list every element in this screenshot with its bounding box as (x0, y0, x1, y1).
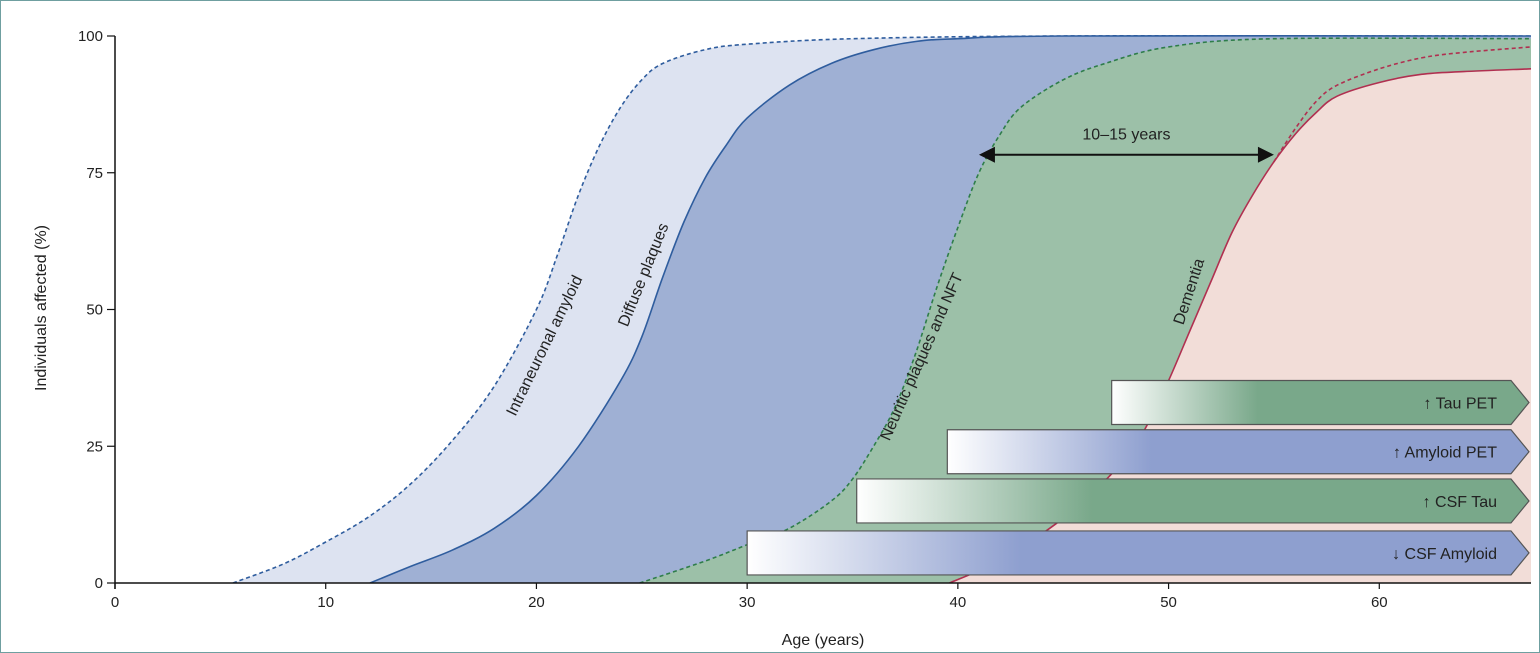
x-tick-label: 50 (1160, 594, 1177, 611)
x-tick-label: 30 (739, 594, 756, 611)
biomarker-arrows: ↑ Tau PET ↑ Amyloid PET ↑ CSF Tau ↓ CSF Amy… (746, 379, 1530, 576)
y-tick-label: 25 (86, 438, 103, 455)
y-tick-label: 50 (86, 302, 103, 319)
neuritic-plaques-and-nft-curve (639, 37, 1531, 583)
duration-arrow: 10–15 years (978, 127, 1274, 163)
biomarker-amyloid-pet: ↑ Amyloid PET (946, 429, 1530, 475)
arrowhead-right (1257, 146, 1274, 163)
annotations: 10–15 years (978, 127, 1274, 163)
x-axis-label: Age (years) (782, 632, 865, 649)
biomarker-arrow-shape (746, 530, 1530, 576)
biomarker-arrow-shape (856, 478, 1530, 524)
duration-label: 10–15 years (1082, 127, 1170, 144)
x-tick-label: 10 (317, 594, 334, 611)
biomarker-csf-tau: ↑ CSF Tau (856, 478, 1530, 524)
axes: 0 10 20 30 40 50 60 0 25 50 75 100 (78, 28, 1531, 611)
x-tick-label: 40 (950, 594, 967, 611)
biomarker-label: ↓ CSF Amyloid (1392, 546, 1497, 563)
arrowhead-left (978, 146, 995, 163)
y-tick-label: 0 (95, 575, 103, 592)
biomarker-label: ↑ Tau PET (1423, 395, 1497, 412)
y-axis-label: Individuals affected (%) (33, 225, 50, 391)
biomarker-label: ↑ CSF Tau (1423, 494, 1497, 511)
x-tick-label: 0 (111, 594, 119, 611)
diffuse-plaques-curve (369, 34, 1531, 583)
y-tick-label: 75 (86, 165, 103, 182)
biomarker-tau-pet: ↑ Tau PET (1111, 379, 1530, 426)
biomarker-arrow-shape (946, 429, 1530, 475)
biomarker-csf-amyloid: ↓ CSF Amyloid (746, 530, 1530, 576)
y-tick-label: 100 (78, 28, 103, 45)
intraneuronal-amyloid-curve (232, 34, 1531, 583)
x-tick-label: 60 (1371, 594, 1388, 611)
biomarker-label: ↑ Amyloid PET (1393, 445, 1497, 462)
dementia-upper-dashed-curve (1273, 46, 1531, 163)
biomarker-arrow-shape (1111, 379, 1530, 426)
x-tick-label: 20 (528, 594, 545, 611)
